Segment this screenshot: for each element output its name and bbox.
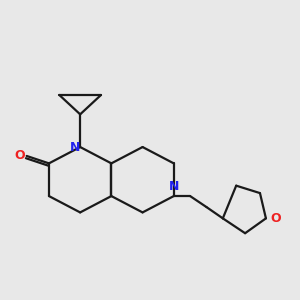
Text: O: O bbox=[15, 149, 26, 162]
Text: N: N bbox=[169, 180, 179, 193]
Text: O: O bbox=[270, 212, 281, 225]
Text: N: N bbox=[70, 140, 80, 154]
